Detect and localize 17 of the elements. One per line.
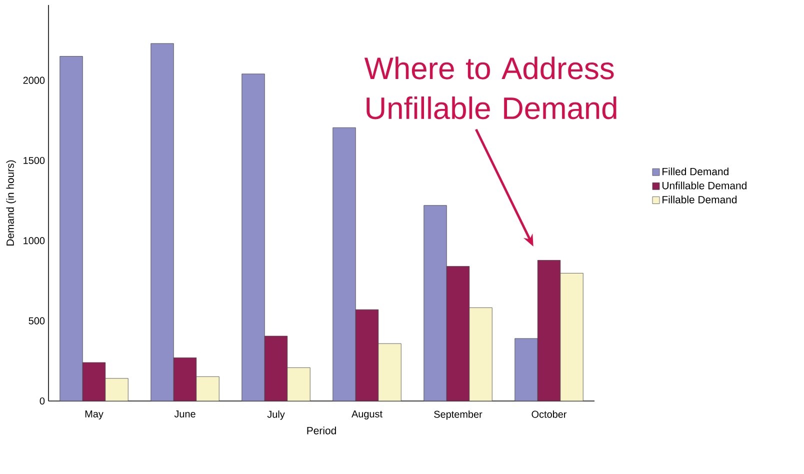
y-tick-label: 0 [40, 397, 45, 405]
legend-label: Fillable Demand [662, 196, 737, 204]
x-tick-label: July [267, 410, 285, 420]
x-tick-label: May [85, 410, 104, 420]
x-tick-label: June [174, 410, 196, 418]
legend-label: Unfillable Demand [662, 182, 746, 190]
legend-label: Filled Demand [662, 168, 728, 176]
y-axis-title: Demand (in hours) [6, 160, 16, 246]
y-tick-label: 1000 [24, 237, 45, 244]
y-tick-label: 500 [28, 317, 45, 324]
y-tick-label: 2000 [23, 76, 45, 84]
x-tick-label: August [352, 410, 382, 420]
x-axis-title: Period [307, 426, 336, 434]
annotation: Where to Address Unfillable Demand [364, 56, 616, 120]
x-tick-label: October [532, 410, 567, 418]
x-tick-label: September [434, 410, 482, 420]
y-tick-label: 1500 [24, 156, 45, 164]
